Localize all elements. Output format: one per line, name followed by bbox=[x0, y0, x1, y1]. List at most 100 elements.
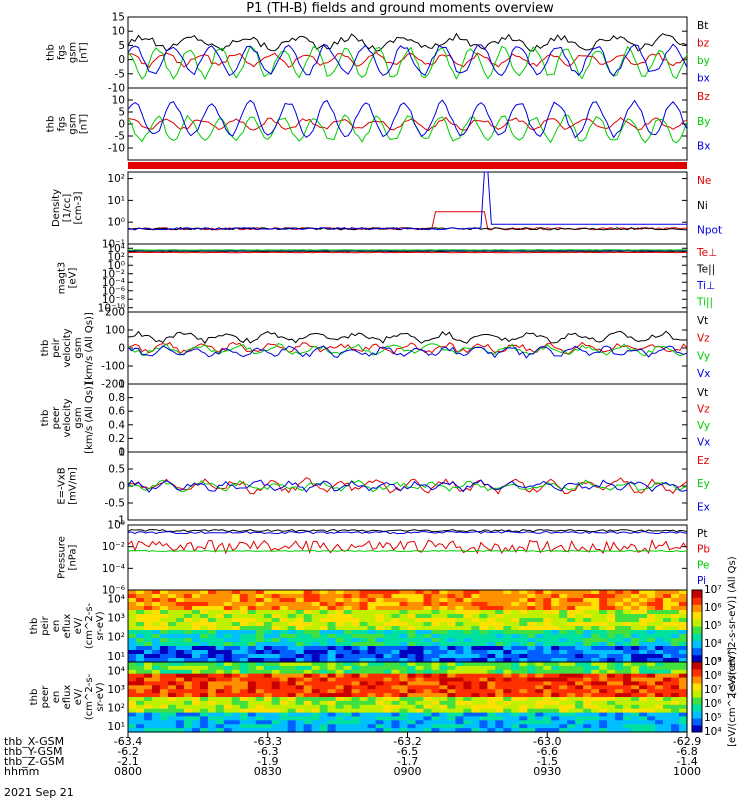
heatmap-cell bbox=[223, 673, 233, 679]
heatmap-cell bbox=[543, 704, 552, 710]
heatmap-cell bbox=[543, 642, 552, 647]
heatmap-cell bbox=[447, 594, 456, 599]
heatmap-cell bbox=[375, 720, 385, 725]
heatmap-cell bbox=[519, 622, 528, 627]
heatmap-cell bbox=[247, 704, 257, 710]
heatmap-cell bbox=[271, 700, 281, 706]
heatmap-cell bbox=[527, 662, 536, 667]
heatmap-cell bbox=[495, 693, 504, 698]
heatmap-cell bbox=[599, 654, 608, 659]
heatmap-cell bbox=[128, 602, 137, 607]
heatmap-cell bbox=[623, 638, 632, 643]
heatmap-cell bbox=[247, 720, 257, 725]
heatmap-cell bbox=[247, 642, 257, 647]
heatmap-cell bbox=[599, 642, 608, 647]
heatmap-cell bbox=[303, 689, 313, 694]
heatmap-cell bbox=[551, 665, 560, 671]
heatmap-cell bbox=[415, 712, 425, 718]
heatmap-cell bbox=[567, 638, 576, 643]
heatmap-cell bbox=[152, 650, 161, 655]
heatmap-cell bbox=[327, 708, 337, 714]
heatmap-cell bbox=[551, 693, 560, 698]
heatmap-cell bbox=[519, 693, 528, 698]
heatmap-cell bbox=[399, 642, 409, 647]
heatmap-cell bbox=[415, 638, 425, 643]
heatmap-cell bbox=[495, 598, 504, 603]
heatmap-cell bbox=[607, 700, 616, 706]
heatmap-cell bbox=[439, 677, 448, 683]
heatmap-cell bbox=[391, 650, 401, 655]
heatmap-cell bbox=[255, 662, 265, 667]
heatmap-cell bbox=[615, 606, 624, 611]
heatmap-cell bbox=[207, 618, 217, 623]
heatmap-cell bbox=[559, 704, 568, 710]
heatmap-cell bbox=[375, 630, 385, 635]
heatmap-cell bbox=[591, 689, 600, 694]
heatmap-cell bbox=[399, 712, 409, 718]
heatmap-cell bbox=[215, 646, 225, 651]
heatmap-cell bbox=[128, 693, 137, 698]
heatmap-cell bbox=[128, 665, 137, 671]
heatmap-cell bbox=[607, 689, 616, 694]
heatmap-cell bbox=[559, 650, 568, 655]
heatmap-cell bbox=[319, 622, 329, 627]
heatmap-cell bbox=[479, 662, 488, 667]
heatmap-cell bbox=[487, 716, 496, 721]
heatmap-cell bbox=[431, 697, 441, 702]
heatmap-cell bbox=[295, 669, 305, 675]
heatmap-cell bbox=[359, 662, 369, 667]
heatmap-cell bbox=[487, 708, 496, 714]
heatmap-cell bbox=[199, 634, 209, 639]
heatmap-cell bbox=[415, 728, 425, 733]
heatmap-cell bbox=[543, 590, 552, 595]
heatmap-cell bbox=[623, 724, 632, 729]
heatmap-cell bbox=[383, 634, 393, 639]
heatmap-cell bbox=[199, 708, 209, 714]
heatmap-cell bbox=[391, 610, 401, 615]
heatmap-cell bbox=[559, 610, 568, 615]
heatmap-cell bbox=[255, 716, 265, 721]
heatmap-cell bbox=[199, 677, 209, 683]
heatmap-cell bbox=[415, 669, 425, 675]
heatmap-cell bbox=[335, 606, 345, 611]
series-Pi bbox=[127, 530, 688, 535]
heatmap-cell bbox=[447, 697, 456, 702]
heatmap-cell bbox=[527, 704, 536, 710]
heatmap-cell bbox=[255, 673, 265, 679]
heatmap-cell bbox=[639, 634, 648, 639]
heatmap-cell bbox=[623, 720, 632, 725]
heatmap-cell bbox=[511, 681, 520, 686]
heatmap-cell bbox=[319, 594, 329, 599]
heatmap-cell bbox=[615, 630, 624, 635]
heatmap-cell bbox=[327, 614, 337, 619]
heatmap-cell bbox=[303, 590, 313, 595]
heatmap-cell bbox=[383, 626, 393, 631]
heatmap-cell bbox=[399, 720, 409, 725]
heatmap-cell bbox=[383, 598, 393, 603]
heatmap-cell bbox=[511, 708, 520, 714]
heatmap-cell bbox=[167, 590, 177, 595]
heatmap-cell bbox=[479, 693, 488, 698]
heatmap-cell bbox=[319, 606, 329, 611]
heatmap-cell bbox=[567, 646, 576, 651]
heatmap-cell bbox=[239, 681, 249, 686]
heatmap-cell bbox=[447, 716, 456, 721]
heatmap-cell bbox=[575, 662, 584, 667]
heatmap-cell bbox=[591, 704, 600, 710]
heatmap-cell bbox=[144, 689, 153, 694]
heatmap-cell bbox=[655, 697, 664, 702]
heatmap-cell bbox=[535, 681, 544, 686]
heatmap-cell bbox=[455, 658, 464, 663]
heatmap-cell bbox=[375, 598, 385, 603]
heatmap-cell bbox=[351, 700, 361, 706]
heatmap-cell bbox=[199, 642, 209, 647]
heatmap-cell bbox=[447, 606, 456, 611]
heatmap-cell bbox=[503, 606, 512, 611]
heatmap-cell bbox=[319, 650, 329, 655]
heatmap-cell bbox=[239, 626, 249, 631]
heatmap-cell bbox=[623, 728, 632, 733]
heatmap-cell bbox=[663, 650, 672, 655]
y-tick-label: -10 bbox=[108, 143, 125, 155]
heatmap-cell bbox=[447, 658, 456, 663]
